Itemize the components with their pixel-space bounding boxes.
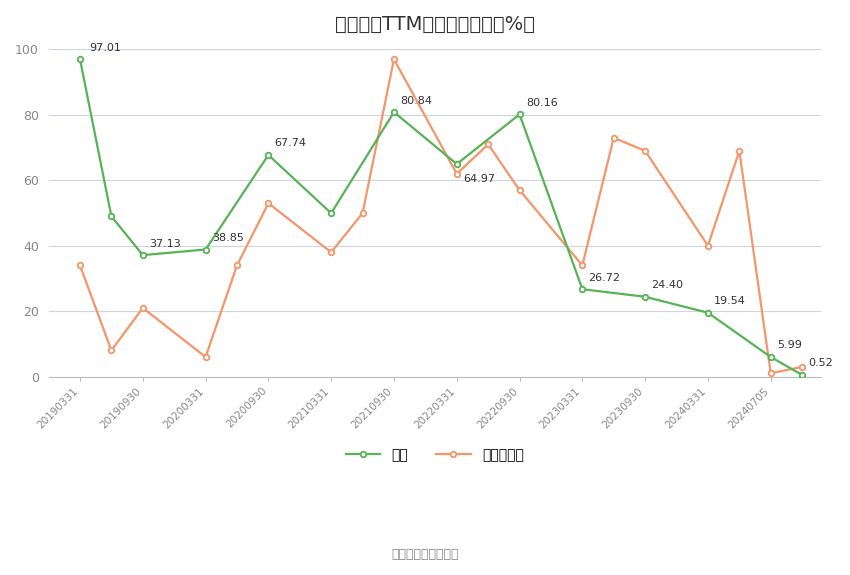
行业中位数 (232, 262, 242, 269)
Text: 5.99: 5.99 (777, 340, 802, 351)
Text: 数据来源：恒生聚源: 数据来源：恒生聚源 (391, 548, 459, 561)
Line: 行业中位数: 行业中位数 (77, 56, 805, 376)
公司 (451, 160, 462, 167)
行业中位数 (201, 354, 211, 361)
行业中位数 (577, 262, 587, 269)
行业中位数 (734, 147, 745, 154)
Text: 97.01: 97.01 (89, 43, 122, 53)
Legend: 公司, 行业中位数: 公司, 行业中位数 (340, 443, 530, 468)
公司 (75, 56, 85, 63)
Text: 0.52: 0.52 (808, 358, 833, 369)
公司 (201, 246, 211, 253)
Text: 64.97: 64.97 (463, 174, 495, 183)
Line: 公司: 公司 (77, 56, 805, 378)
公司 (264, 152, 274, 159)
Title: 市销率（TTM）历史百分位（%）: 市销率（TTM）历史百分位（%） (335, 15, 535, 34)
行业中位数 (75, 262, 85, 269)
行业中位数 (483, 141, 493, 148)
Text: 80.16: 80.16 (526, 98, 558, 108)
行业中位数 (264, 200, 274, 206)
行业中位数 (703, 242, 713, 249)
公司 (388, 109, 399, 116)
Text: 38.85: 38.85 (212, 233, 244, 243)
公司 (797, 371, 808, 378)
公司 (138, 252, 148, 259)
行业中位数 (106, 347, 116, 354)
公司 (766, 354, 776, 361)
公司 (640, 293, 650, 300)
行业中位数 (451, 170, 462, 177)
行业中位数 (640, 147, 650, 154)
行业中位数 (797, 363, 808, 370)
Text: 24.40: 24.40 (651, 280, 683, 290)
公司 (106, 213, 116, 220)
Text: 67.74: 67.74 (275, 139, 307, 148)
公司 (703, 309, 713, 316)
行业中位数 (326, 249, 337, 256)
Text: 19.54: 19.54 (714, 296, 746, 306)
行业中位数 (766, 370, 776, 377)
行业中位数 (609, 135, 619, 141)
公司 (326, 210, 337, 217)
Text: 26.72: 26.72 (588, 273, 620, 283)
公司 (577, 286, 587, 293)
行业中位数 (358, 209, 368, 216)
行业中位数 (388, 56, 399, 63)
行业中位数 (514, 187, 524, 194)
行业中位数 (138, 305, 148, 312)
Text: 80.84: 80.84 (400, 95, 433, 106)
Text: 37.13: 37.13 (149, 239, 181, 248)
公司 (514, 111, 524, 118)
